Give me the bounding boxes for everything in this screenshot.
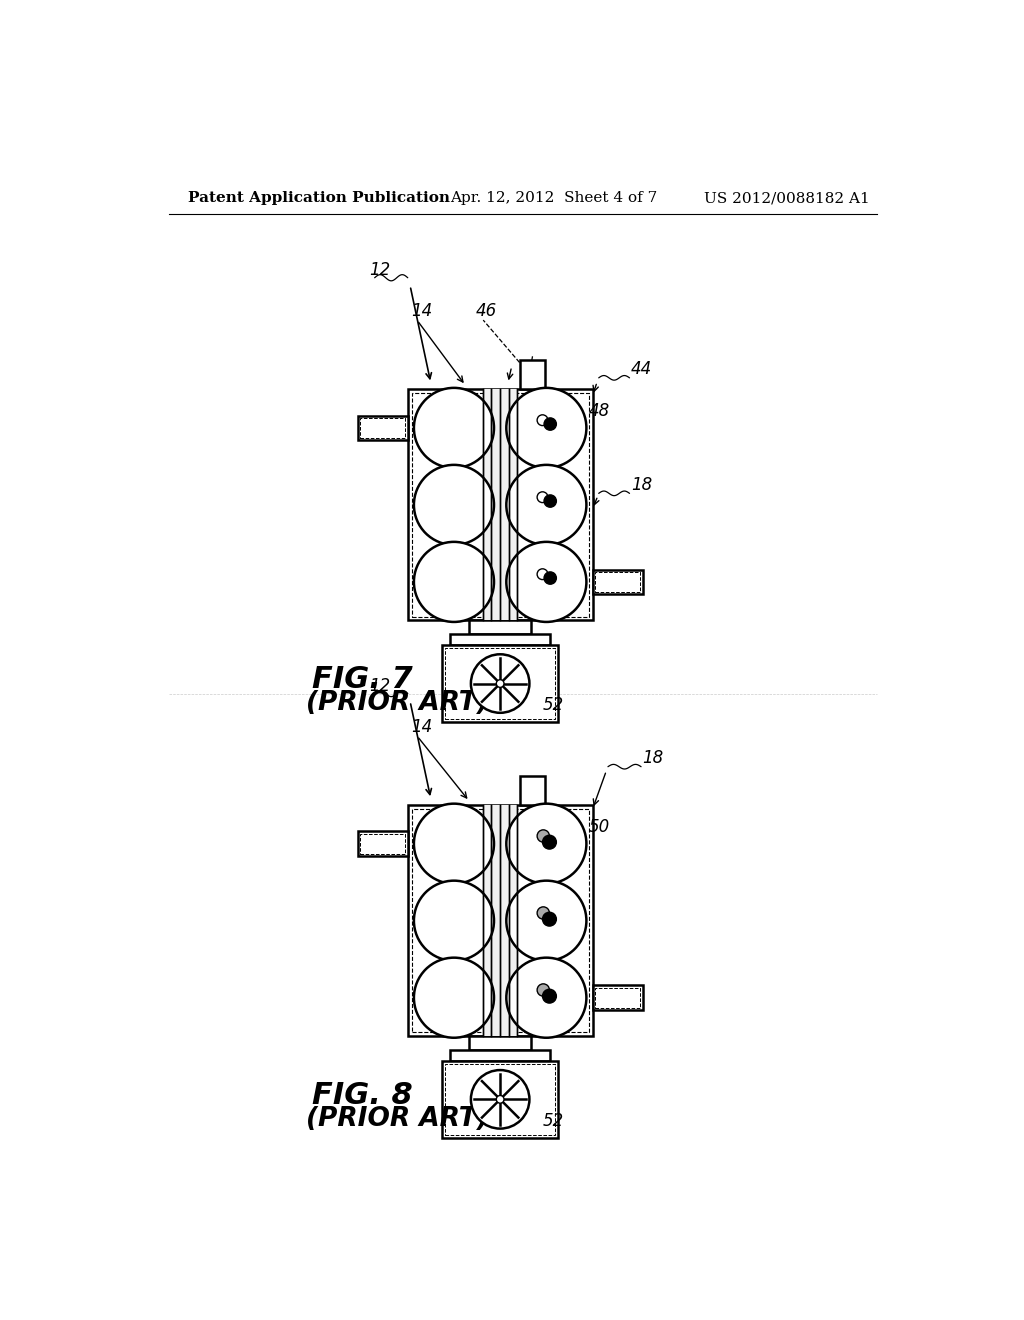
Circle shape <box>506 958 587 1038</box>
Bar <box>412 393 589 616</box>
Bar <box>451 635 550 645</box>
Text: 50: 50 <box>589 818 610 836</box>
Circle shape <box>506 388 587 469</box>
Circle shape <box>538 492 548 503</box>
Bar <box>357 832 408 857</box>
Circle shape <box>471 655 529 713</box>
Bar <box>483 805 517 1036</box>
Bar <box>412 809 589 1032</box>
Bar <box>360 834 406 854</box>
Text: Patent Application Publication: Patent Application Publication <box>188 191 451 206</box>
Circle shape <box>414 465 494 545</box>
Bar <box>469 1036 531 1051</box>
Circle shape <box>497 680 504 688</box>
Circle shape <box>414 958 494 1038</box>
Text: 12: 12 <box>370 261 390 280</box>
Bar <box>360 418 406 438</box>
Circle shape <box>506 465 587 545</box>
Bar <box>593 570 643 594</box>
Circle shape <box>538 569 548 579</box>
Text: 48: 48 <box>589 403 610 420</box>
Circle shape <box>538 830 550 842</box>
Bar <box>520 776 545 805</box>
Circle shape <box>544 418 556 430</box>
Bar <box>451 1051 550 1061</box>
Text: FIG. 7: FIG. 7 <box>311 665 413 694</box>
Text: 14: 14 <box>412 718 433 737</box>
Bar <box>442 1061 558 1138</box>
Text: 46: 46 <box>475 302 497 321</box>
Bar <box>442 645 558 722</box>
Bar <box>357 416 408 441</box>
Circle shape <box>506 543 587 622</box>
Circle shape <box>538 907 550 919</box>
Text: US 2012/0088182 A1: US 2012/0088182 A1 <box>705 191 870 206</box>
Bar <box>595 572 640 591</box>
Text: 18: 18 <box>643 748 664 767</box>
Circle shape <box>506 804 587 884</box>
Bar <box>445 648 555 719</box>
Circle shape <box>414 388 494 469</box>
Text: (PRIOR ART): (PRIOR ART) <box>306 689 488 715</box>
Circle shape <box>544 572 556 585</box>
Circle shape <box>538 414 548 425</box>
Bar <box>520 360 545 389</box>
Text: (PRIOR ART): (PRIOR ART) <box>306 1106 488 1131</box>
Text: FIG. 8: FIG. 8 <box>311 1081 413 1110</box>
Circle shape <box>543 836 556 849</box>
Circle shape <box>414 804 494 884</box>
Text: 14: 14 <box>412 302 433 321</box>
Text: 44: 44 <box>631 360 652 378</box>
Text: 52: 52 <box>543 1113 564 1130</box>
Circle shape <box>414 543 494 622</box>
Bar <box>445 1064 555 1135</box>
Circle shape <box>471 1071 529 1129</box>
Text: Apr. 12, 2012  Sheet 4 of 7: Apr. 12, 2012 Sheet 4 of 7 <box>451 191 657 206</box>
Bar <box>593 985 643 1010</box>
Circle shape <box>414 880 494 961</box>
Bar <box>469 620 531 635</box>
Bar <box>595 987 640 1007</box>
Bar <box>408 805 593 1036</box>
Bar <box>483 389 517 620</box>
Circle shape <box>497 1096 504 1104</box>
Text: 52: 52 <box>543 697 564 714</box>
Circle shape <box>544 495 556 507</box>
Bar <box>408 389 593 620</box>
Circle shape <box>538 983 550 997</box>
Text: 12: 12 <box>370 677 390 696</box>
Circle shape <box>506 880 587 961</box>
Text: 18: 18 <box>631 475 652 494</box>
Circle shape <box>543 989 556 1003</box>
Circle shape <box>543 912 556 927</box>
